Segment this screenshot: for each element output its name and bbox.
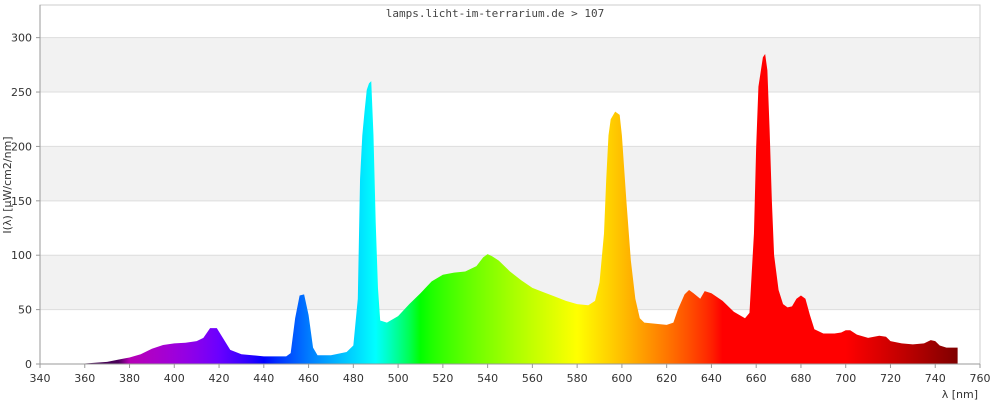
x-tick-label: 540 bbox=[477, 372, 498, 385]
y-tick-label: 200 bbox=[11, 140, 32, 153]
x-tick-label: 500 bbox=[388, 372, 409, 385]
y-axis-label: I(λ) [μW/cm2/nm] bbox=[1, 136, 14, 233]
y-tick-label: 150 bbox=[11, 195, 32, 208]
x-tick-label: 360 bbox=[74, 372, 95, 385]
y-tick-label: 250 bbox=[11, 86, 32, 99]
spectrum-area bbox=[62, 53, 958, 364]
x-tick-label: 760 bbox=[970, 372, 991, 385]
x-tick-label: 520 bbox=[432, 372, 453, 385]
grid-band bbox=[40, 37, 980, 93]
grid-band bbox=[40, 200, 980, 256]
x-tick-label: 580 bbox=[567, 372, 588, 385]
x-tick-label: 620 bbox=[656, 372, 677, 385]
x-tick-label: 560 bbox=[522, 372, 543, 385]
x-tick-label: 340 bbox=[30, 372, 51, 385]
x-tick-label: 680 bbox=[790, 372, 811, 385]
x-tick-label: 600 bbox=[611, 372, 632, 385]
x-tick-label: 420 bbox=[209, 372, 230, 385]
x-axis-label: λ [nm] bbox=[942, 388, 978, 400]
grid-band bbox=[40, 5, 980, 38]
y-tick-label: 50 bbox=[18, 304, 32, 317]
x-tick-label: 400 bbox=[164, 372, 185, 385]
x-tick-label: 440 bbox=[253, 372, 274, 385]
x-tick-label: 480 bbox=[343, 372, 364, 385]
y-tick-label: 100 bbox=[11, 249, 32, 262]
x-tick-label: 660 bbox=[746, 372, 767, 385]
x-tick-label: 640 bbox=[701, 372, 722, 385]
y-tick-label: 300 bbox=[11, 32, 32, 45]
x-tick-label: 700 bbox=[835, 372, 856, 385]
grid-band bbox=[40, 92, 980, 147]
x-tick-label: 740 bbox=[925, 372, 946, 385]
x-tick-label: 380 bbox=[119, 372, 140, 385]
grid-band bbox=[40, 146, 980, 201]
x-tick-label: 460 bbox=[298, 372, 319, 385]
x-tick-label: 720 bbox=[880, 372, 901, 385]
chart-title: lamps.licht-im-terrarium.de > 107 bbox=[386, 7, 605, 20]
y-tick-label: 0 bbox=[25, 358, 32, 371]
